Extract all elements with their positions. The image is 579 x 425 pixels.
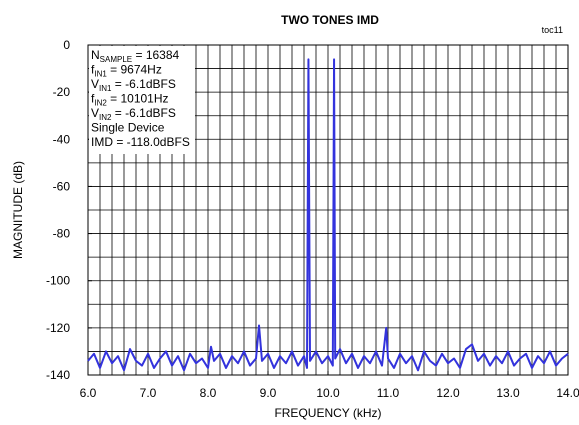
x-tick-label: 14.0 xyxy=(556,386,579,400)
annotation: fIN2 = 10101Hz xyxy=(91,92,169,108)
annotation-part: V xyxy=(91,77,99,91)
annotation-part: = -6.1dBFS xyxy=(111,106,175,120)
annotation-part: IN2 xyxy=(94,99,107,108)
x-tick-label: 12.0 xyxy=(436,386,460,400)
annotation-part: f xyxy=(91,92,95,106)
chart-title: TWO TONES IMD xyxy=(281,13,379,27)
x-tick-label: 6.0 xyxy=(80,386,97,400)
annotation: IMD = -118.0dBFS xyxy=(91,135,190,149)
y-tick-label: 0 xyxy=(63,38,70,52)
x-tick-label: 11.0 xyxy=(377,386,400,400)
x-tick-label: 10.0 xyxy=(316,386,340,400)
annotation-part: V xyxy=(91,106,99,120)
annotation: fIN1 = 9674Hz xyxy=(91,63,162,79)
annotation-part: = -6.1dBFS xyxy=(111,77,175,91)
annotation-part: IMD = -118.0dBFS xyxy=(91,135,190,149)
annotation-part: = 16384 xyxy=(132,48,179,62)
y-tick-label: -40 xyxy=(53,132,71,146)
x-tick-label: 9.0 xyxy=(260,386,277,400)
x-axis-label: FREQUENCY (kHz) xyxy=(274,406,381,420)
figure-id: toc11 xyxy=(542,25,563,35)
y-tick-label: -80 xyxy=(53,227,71,241)
x-tick-label: 8.0 xyxy=(200,386,217,400)
annotation-box xyxy=(89,46,195,154)
annotation-part: = 9674Hz xyxy=(107,63,162,77)
annotation-part: IN1 xyxy=(99,84,112,93)
annotation: VIN1 = -6.1dBFS xyxy=(91,77,176,93)
y-tick-label: -100 xyxy=(46,274,70,288)
annotation: VIN2 = -6.1dBFS xyxy=(91,106,176,122)
spectrum-line xyxy=(87,58,569,372)
y-tick-label: -120 xyxy=(46,321,70,335)
annotation-part: SAMPLE xyxy=(100,55,132,64)
y-tick-label: -60 xyxy=(53,179,71,193)
annotation-part: IN1 xyxy=(94,70,107,79)
annotation: Single Device xyxy=(91,121,165,135)
annotation-part: = 10101Hz xyxy=(107,92,169,106)
x-tick-label: 13.0 xyxy=(496,386,520,400)
x-tick-label: 7.0 xyxy=(140,386,157,400)
y-tick-label: -20 xyxy=(53,85,71,99)
annotation-part: f xyxy=(91,63,95,77)
y-axis-label: MAGNITUDE (dB) xyxy=(11,161,25,259)
y-tick-label: -140 xyxy=(46,368,70,382)
annotation-part: IN2 xyxy=(99,113,112,122)
annotation-part: Single Device xyxy=(91,121,165,135)
annotation: NSAMPLE = 16384 xyxy=(91,48,180,64)
annotation-part: N xyxy=(91,48,100,62)
